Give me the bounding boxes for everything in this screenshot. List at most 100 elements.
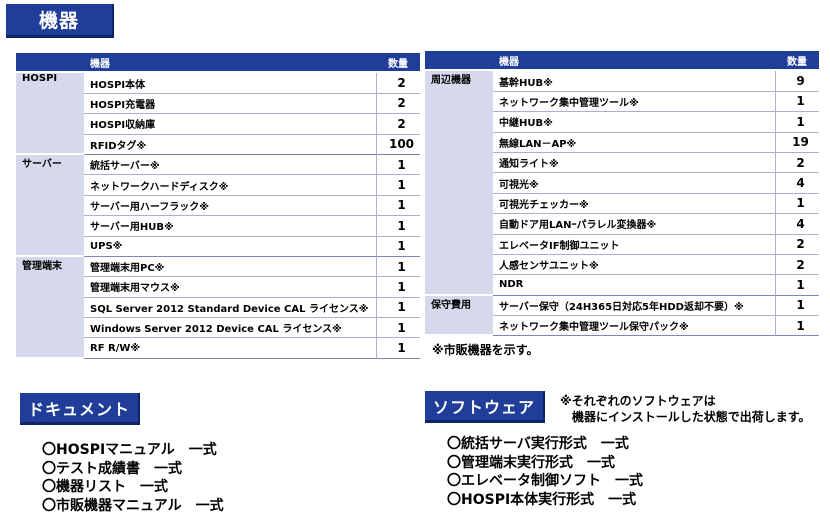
software-note-line: 機器にインストールした状態で出荷します。 xyxy=(572,410,811,424)
quantity-cell: 2 xyxy=(775,234,819,255)
device-name-cell: サーバー保守（24H365日対応5年HDD返却不要）※ xyxy=(493,295,775,317)
device-name-cell: ネットワーク集中管理ツール保守パック※ xyxy=(493,316,775,337)
list-item: 〇管理端末実行形式 一式 xyxy=(447,454,615,471)
device-name-cell: NDR xyxy=(493,275,775,296)
device-name-cell: サーバー用ハーフラック※ xyxy=(84,195,376,217)
device-name-cell: RF R/W※ xyxy=(84,338,376,359)
quantity-cell: 1 xyxy=(775,316,819,337)
quantity-cell: 2 xyxy=(376,73,420,94)
table-row: 可視光チェッカー※ 1 xyxy=(425,193,819,215)
table-row: RF R/W※ 1 xyxy=(16,338,420,359)
table-row: 保守費用 サーバー保守（24H365日対応5年HDD返却不要）※ 1 xyxy=(425,295,819,337)
quantity-cell: 2 xyxy=(775,254,819,276)
quantity-cell: 1 xyxy=(376,297,420,319)
list-item: 〇市販機器マニュアル 一式 xyxy=(42,497,224,514)
quantity-cell: 1 xyxy=(376,256,420,278)
device-name-cell: HOSPI収納庫 xyxy=(84,114,376,135)
table-row: HOSPI HOSPI本体 2 xyxy=(16,73,420,155)
software-note-line: ※それぞれのソフトウェアは xyxy=(560,394,716,408)
table-row: Windows Server 2012 Device CAL ライセンス※ 1 xyxy=(16,318,420,339)
software-heading: ソフトウェア xyxy=(425,391,545,423)
quantity-cell: 1 xyxy=(775,112,819,133)
market-device-note: ※市販機器を示す。 xyxy=(432,343,539,357)
list-item: 〇テスト成績書 一式 xyxy=(42,460,182,477)
table-row: サーバー用ハーフラック※ 1 xyxy=(16,195,420,217)
device-name-cell: ネットワークハードディスク※ xyxy=(84,175,376,196)
device-name-cell: 通知ライト※ xyxy=(493,152,775,174)
table-row: HOSPI充電器 2 xyxy=(16,93,420,115)
quantity-column-header: 数量 xyxy=(376,53,420,74)
table-row: 無線LAN－AP※ 19 xyxy=(425,132,819,153)
table-row: ネットワーク集中管理ツール※ 1 xyxy=(425,91,819,113)
quantity-cell: 2 xyxy=(376,114,420,135)
table-row: 周辺機器 基幹HUB※ 9 xyxy=(425,71,819,296)
table-row: 管理端末 管理端末用PC※ 1 xyxy=(16,256,420,359)
quantity-cell: 1 xyxy=(376,318,420,339)
table-row: 通知ライト※ 2 xyxy=(425,152,819,174)
quantity-cell: 1 xyxy=(376,338,420,359)
quantity-cell: 100 xyxy=(376,134,420,155)
software-list: 〇統括サーバ実行形式 一式 〇管理端末実行形式 一式〇エレベータ制御ソフト 一式〇… xyxy=(447,435,643,509)
category-cell: 周辺機器 xyxy=(425,71,493,296)
quantity-cell: 19 xyxy=(775,132,819,153)
table-header-row: 機器 数量 xyxy=(425,51,819,72)
device-name-cell: HOSPI充電器 xyxy=(84,93,376,115)
device-name-cell: 中継HUB※ xyxy=(493,112,775,133)
equipment-table-left: 機器 数量 HOSPI HOSPI本体 2 HOSPI充電器 2 HOSPI収納庫 2 RFI… xyxy=(16,53,420,359)
quantity-cell: 1 xyxy=(376,154,420,176)
quantity-cell: 2 xyxy=(775,152,819,174)
table-body: HOSPI HOSPI本体 2 HOSPI充電器 2 HOSPI収納庫 2 RFIDタグ※ 10… xyxy=(16,73,420,359)
table-header-row: 機器 数量 xyxy=(16,53,420,74)
device-name-cell: 統括サーバー※ xyxy=(84,154,376,176)
quantity-cell: 1 xyxy=(376,216,420,237)
quantity-column-header: 数量 xyxy=(775,51,819,72)
table-row: サーバー 統括サーバー※ 1 xyxy=(16,154,420,257)
category-cell: サーバー xyxy=(16,154,84,257)
category-column-header xyxy=(16,53,84,74)
category-cell: 保守費用 xyxy=(425,295,493,337)
quantity-cell: 4 xyxy=(775,214,819,235)
device-name-cell: UPS※ xyxy=(84,236,376,257)
device-column-header: 機器 xyxy=(493,51,775,72)
device-name-cell: ネットワーク集中管理ツール※ xyxy=(493,91,775,113)
quantity-cell: 1 xyxy=(376,236,420,257)
device-name-cell: 基幹HUB※ xyxy=(493,71,775,92)
list-item: 〇機器リスト 一式 xyxy=(42,479,168,495)
device-name-cell: HOSPI本体 xyxy=(84,73,376,94)
table-row: 自動ドア用LANｰパラレル変換器※ 4 xyxy=(425,214,819,235)
list-item: 〇エレベータ制御ソフト 一式 xyxy=(447,473,643,489)
device-name-cell: Windows Server 2012 Device CAL ライセンス※ xyxy=(84,318,376,339)
table-row: 管理端末用マウス※ 1 xyxy=(16,277,420,298)
table-row: 中継HUB※ 1 xyxy=(425,112,819,133)
device-name-cell: エレベータIF制御ユニット xyxy=(493,234,775,255)
table-row: エレベータIF制御ユニット 2 xyxy=(425,234,819,255)
device-name-cell: 管理端末用PC※ xyxy=(84,256,376,278)
device-name-cell: 可視光チェッカー※ xyxy=(493,193,775,215)
category-cell: 管理端末 xyxy=(16,256,84,359)
list-item: 〇統括サーバ実行形式 一式 xyxy=(447,436,629,452)
table-row: HOSPI収納庫 2 xyxy=(16,114,420,135)
quantity-cell: 2 xyxy=(376,93,420,115)
equipment-table-right: 機器 数量 周辺機器 基幹HUB※ 9 ネットワーク集中管理ツール※ 1 中継HUB※ 1 無… xyxy=(425,51,819,337)
device-name-cell: 人感センサユニット※ xyxy=(493,254,775,276)
documents-list: 〇HOSPIマニュアル 一式 〇テスト成績書 一式 〇機器リスト 一式〇市販機器マニ… xyxy=(42,441,224,515)
device-name-cell: 自動ドア用LANｰパラレル変換器※ xyxy=(493,214,775,235)
list-item: 〇HOSPIマニュアル 一式 xyxy=(42,442,217,458)
device-column-header: 機器 xyxy=(84,53,376,74)
table-row: SQL Server 2012 Standard Device CAL ライセン… xyxy=(16,297,420,319)
software-note: ※それぞれのソフトウェアは 機器にインストールした状態で出荷します。 xyxy=(560,393,811,425)
quantity-cell: 9 xyxy=(775,71,819,92)
table-row: UPS※ 1 xyxy=(16,236,420,257)
device-name-cell: RFIDタグ※ xyxy=(84,134,376,155)
quantity-cell: 1 xyxy=(376,175,420,196)
table-row: 人感センサユニット※ 2 xyxy=(425,254,819,276)
table-row: RFIDタグ※ 100 xyxy=(16,134,420,155)
list-item: 〇HOSPI本体実行形式 一式 xyxy=(447,491,637,508)
category-column-header xyxy=(425,51,493,72)
documents-heading: ドキュメント xyxy=(20,393,140,425)
device-name-cell: サーバー用HUB※ xyxy=(84,216,376,237)
quantity-cell: 4 xyxy=(775,173,819,194)
device-name-cell: 無線LAN－AP※ xyxy=(493,132,775,153)
quantity-cell: 1 xyxy=(376,277,420,298)
quantity-cell: 1 xyxy=(376,195,420,217)
